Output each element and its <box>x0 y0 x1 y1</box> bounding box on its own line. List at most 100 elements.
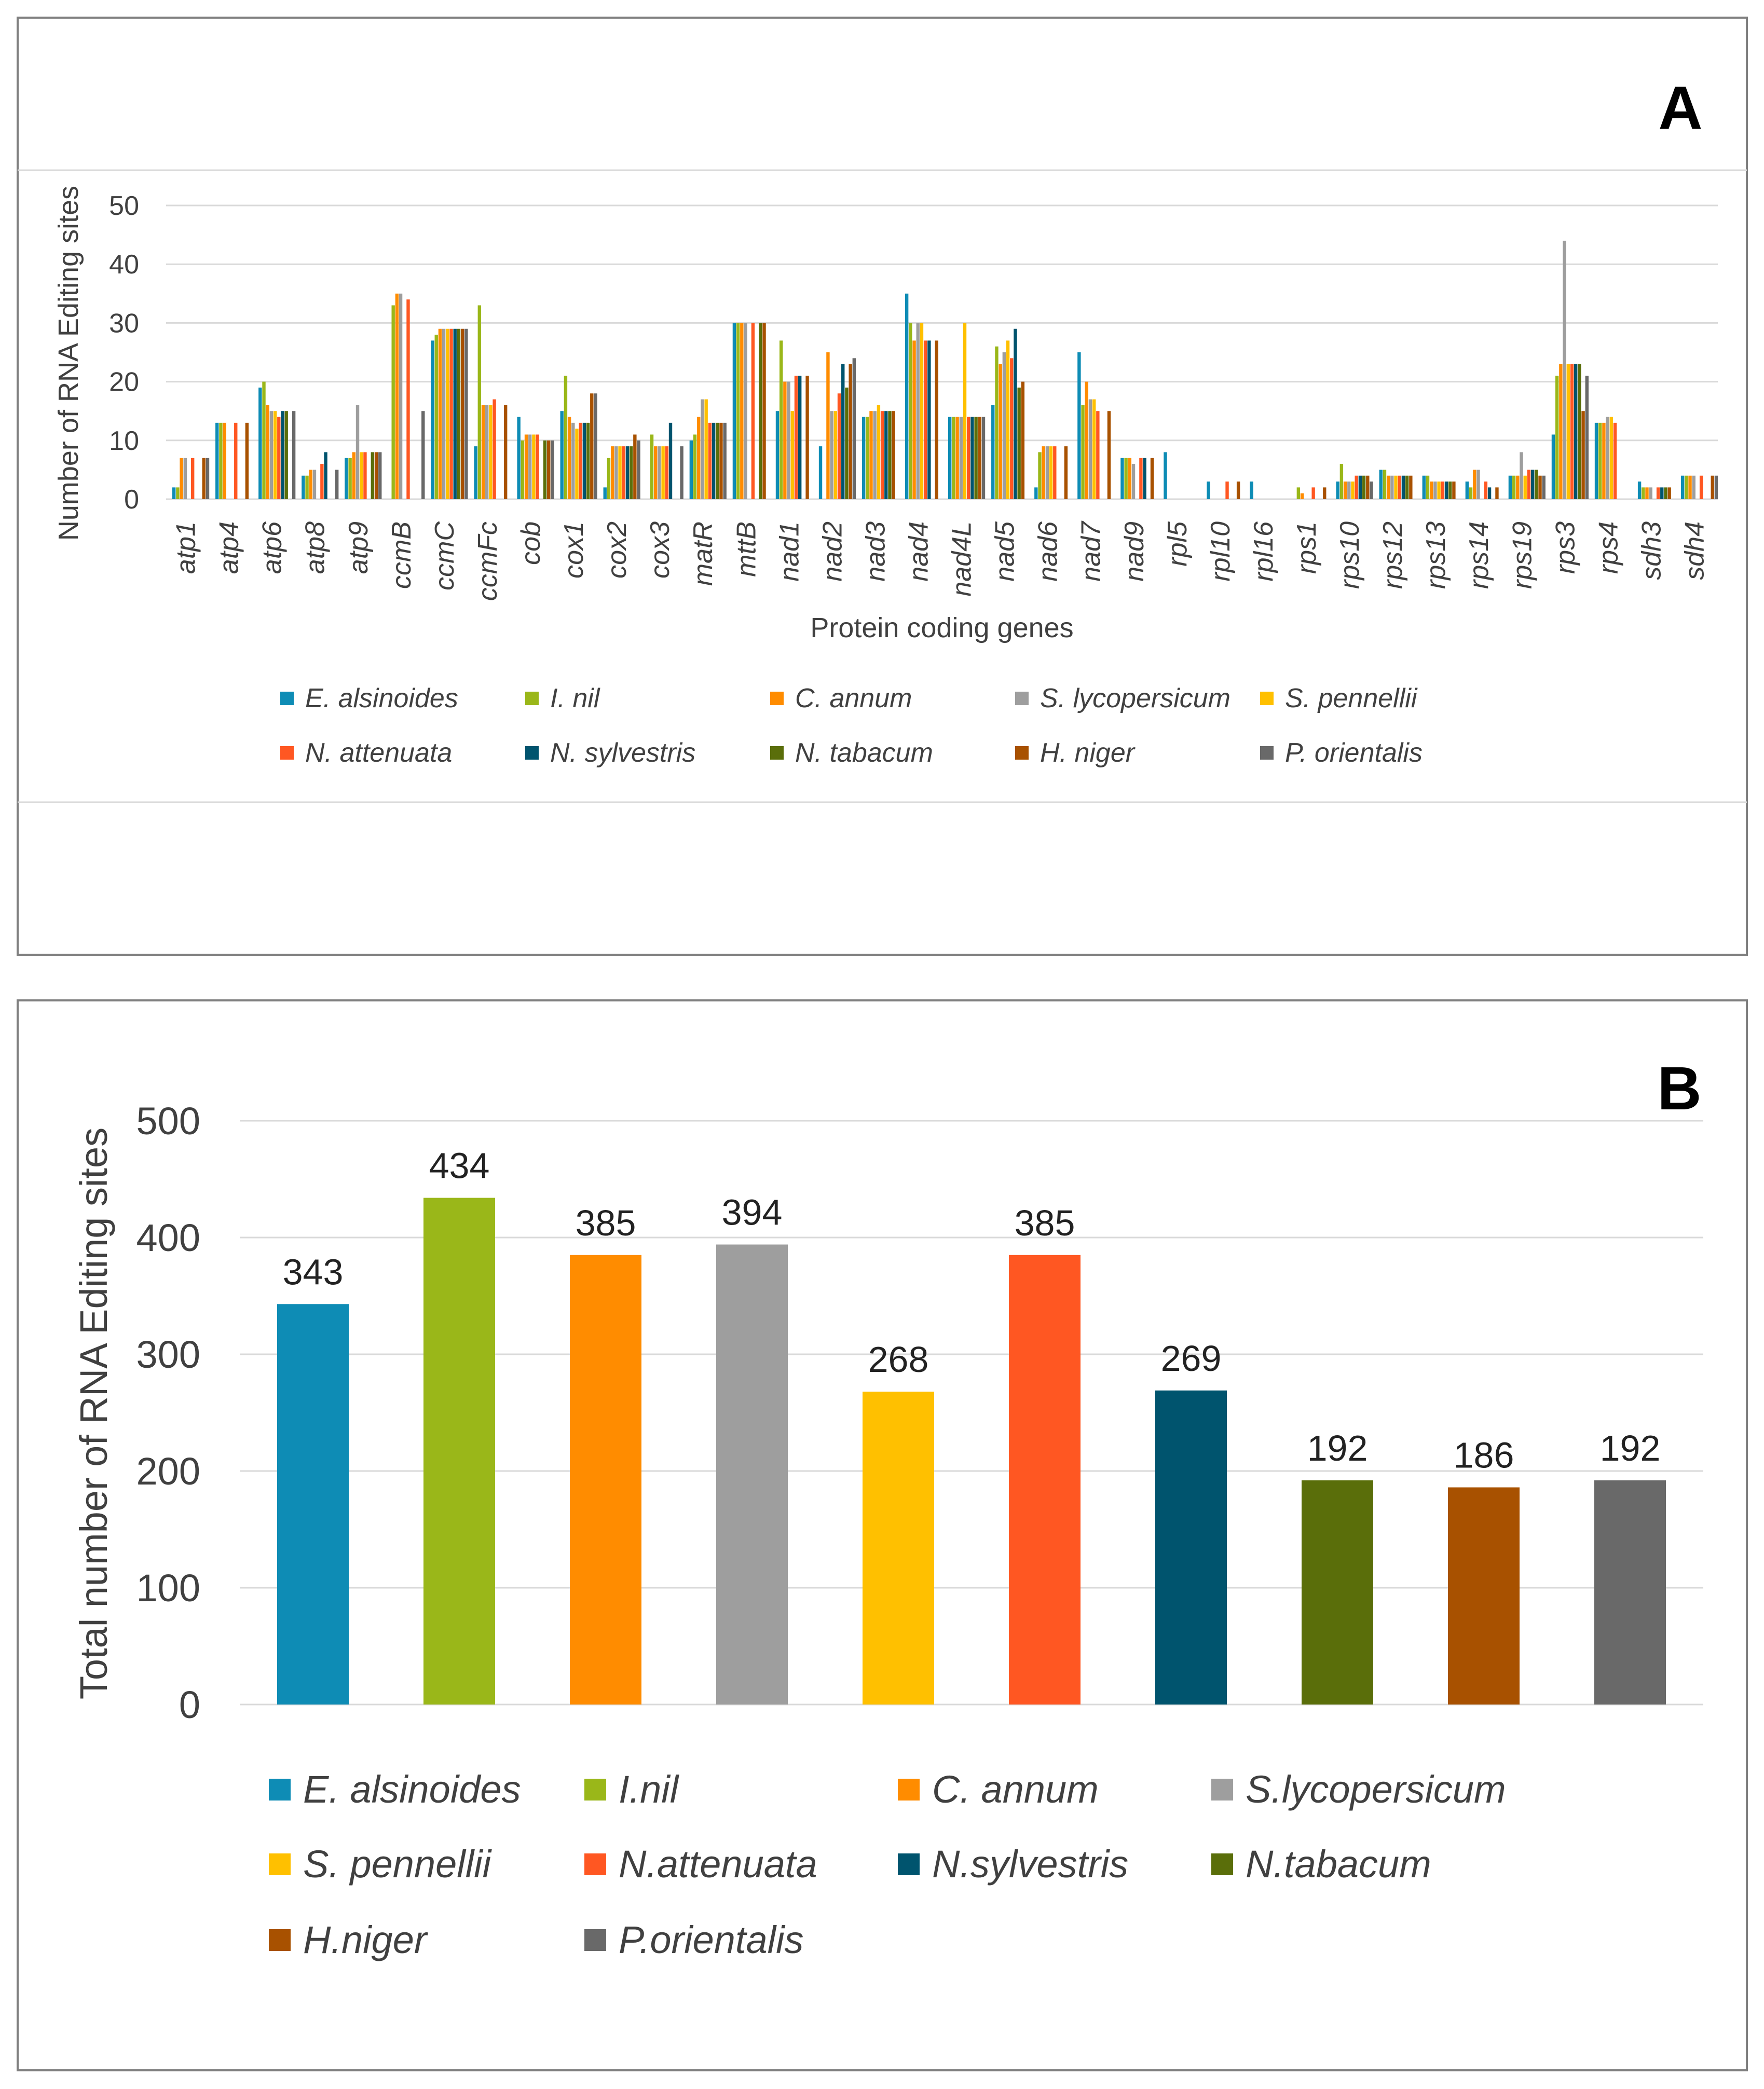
panel-b-legend-label: H.niger <box>303 1918 429 1961</box>
panel-a-bar <box>826 352 830 499</box>
panel-a-y-tick-label: 10 <box>109 426 139 456</box>
panel-a-bar <box>744 323 747 499</box>
panel-a-bar <box>1508 475 1512 499</box>
panel-a-bar <box>1680 475 1685 499</box>
panel-a-bar <box>805 376 809 499</box>
panel-a-bar <box>1602 422 1606 499</box>
panel-b-y-tick-label: 200 <box>136 1450 200 1493</box>
panel-a-bar <box>841 364 845 499</box>
panel-a-bar <box>551 440 554 499</box>
panel-b-bar <box>1009 1255 1081 1705</box>
panel-a-bar <box>1535 470 1538 499</box>
panel-a-bar <box>723 422 727 499</box>
panel-a-x-tick-label: rps3 <box>1550 521 1580 574</box>
panel-a-bar <box>1045 446 1049 499</box>
panel-a-bar <box>1523 475 1527 499</box>
panel-b-legend-swatch <box>269 1853 291 1875</box>
panel-a-bar <box>1225 482 1229 499</box>
panel-b-legend-swatch <box>1211 1779 1233 1801</box>
panel-a-bar <box>517 417 521 499</box>
panel-a-bar <box>967 417 970 499</box>
panel-a-bar <box>603 487 607 499</box>
panel-a-bar <box>1390 475 1394 499</box>
panel-a-bar <box>862 417 866 499</box>
panel-a-x-ticks: atp1 atp4 atp6 atp8 atp9 ccmB ccmC ccmFc cob cox1… <box>171 520 1710 601</box>
panel-a-bar <box>273 411 277 499</box>
panel-a-bar <box>1351 482 1355 499</box>
panel-a-x-tick-label: nad2 <box>817 521 847 582</box>
panel-a-bar <box>1530 470 1535 499</box>
panel-a-bar <box>1096 411 1100 499</box>
panel-a-bar <box>1038 452 1042 499</box>
panel-a-bar <box>1358 475 1362 499</box>
panel-a-bar <box>1296 487 1301 499</box>
panel-a-x-tick-label: nad1 <box>774 521 804 582</box>
panel-a-bar <box>206 458 210 499</box>
panel-a-bar <box>355 405 360 499</box>
panel-a-bar <box>1714 475 1718 499</box>
panel-a-x-tick-label: atp8 <box>300 521 331 574</box>
panel-b-y-tick-label: 0 <box>179 1683 200 1726</box>
panel-a-legend-swatch <box>525 692 539 705</box>
panel-a-bar <box>1495 487 1499 499</box>
panel-a-bar <box>524 434 528 499</box>
panel-a-x-tick-label: atp9 <box>344 521 374 574</box>
panel-a-bar <box>775 411 780 499</box>
panel-b-label: B <box>1657 1054 1701 1123</box>
panel-a-bar <box>970 417 974 499</box>
panel-a-x-axis-title: Protein coding genes <box>810 612 1073 643</box>
panel-a-x-tick-label: cox1 <box>559 521 589 579</box>
panel-a-legend-swatch <box>770 746 784 760</box>
panel-a-bar <box>223 422 226 499</box>
panel-a-bar <box>1555 376 1559 499</box>
panel-a-bar <box>845 387 849 499</box>
panel-a-bar <box>794 376 798 499</box>
panel-a-x-tick-label: matR <box>688 521 718 586</box>
panel-a-bar <box>457 328 461 499</box>
panel-a-bar <box>920 323 924 499</box>
panel-a-x-tick-label: ccmB <box>387 521 417 589</box>
panel-b-bar <box>1302 1480 1373 1705</box>
panel-a-bar <box>446 328 449 499</box>
panel-a-bar <box>1010 358 1014 499</box>
panel-a-y-tick-label: 20 <box>109 367 139 397</box>
panel-a-bar <box>716 422 719 499</box>
panel-a-x-tick-label: nad6 <box>1033 521 1063 582</box>
panel-b-legend-label: N.attenuata <box>619 1843 817 1886</box>
panel-a-bar <box>999 364 1002 499</box>
panel-a-bar <box>1362 475 1366 499</box>
panel-b-y-ticks: 0 100 200 300 400 500 <box>136 1100 200 1726</box>
panel-a-bar <box>442 328 446 499</box>
panel-a-x-tick-label: rps13 <box>1421 521 1451 589</box>
panel-a-bar <box>798 376 802 499</box>
panel-b-legend-label: S. pennellii <box>303 1843 493 1886</box>
panel-a-bar <box>421 411 425 499</box>
panel-a-bar <box>751 323 755 499</box>
panel-a-bar <box>1538 475 1542 499</box>
panel-a-bar <box>1300 493 1304 499</box>
panel-a-bar <box>434 335 438 499</box>
panel-a-bar <box>762 323 766 499</box>
panel-a-bar <box>880 411 884 499</box>
panel-a-bar <box>1250 482 1253 499</box>
panel-a-bar <box>1398 475 1401 499</box>
panel-a-x-tick-label: cox3 <box>645 521 675 579</box>
panel-a-bar <box>1128 458 1132 499</box>
panel-a-bar <box>348 458 352 499</box>
panel-a-bar <box>219 422 223 499</box>
panel-a-bar <box>1574 364 1578 499</box>
panel-a-bar <box>489 405 493 499</box>
panel-a-bar <box>888 411 892 499</box>
panel-a-bar <box>1236 482 1240 499</box>
panel-a-bar <box>1064 446 1068 499</box>
panel-a-legend-swatch <box>525 746 539 760</box>
panel-a-bar <box>625 446 630 499</box>
panel-a-legend-label: S. pennellii <box>1285 683 1418 713</box>
panel-a-bar <box>1379 470 1383 499</box>
panel-a-bar <box>995 346 999 499</box>
panel-a-bar <box>759 323 762 499</box>
panel-a-bar <box>579 422 582 499</box>
panel-a-bar <box>740 323 744 499</box>
panel-a-bar <box>955 417 959 499</box>
panel-a-bar <box>277 417 281 499</box>
